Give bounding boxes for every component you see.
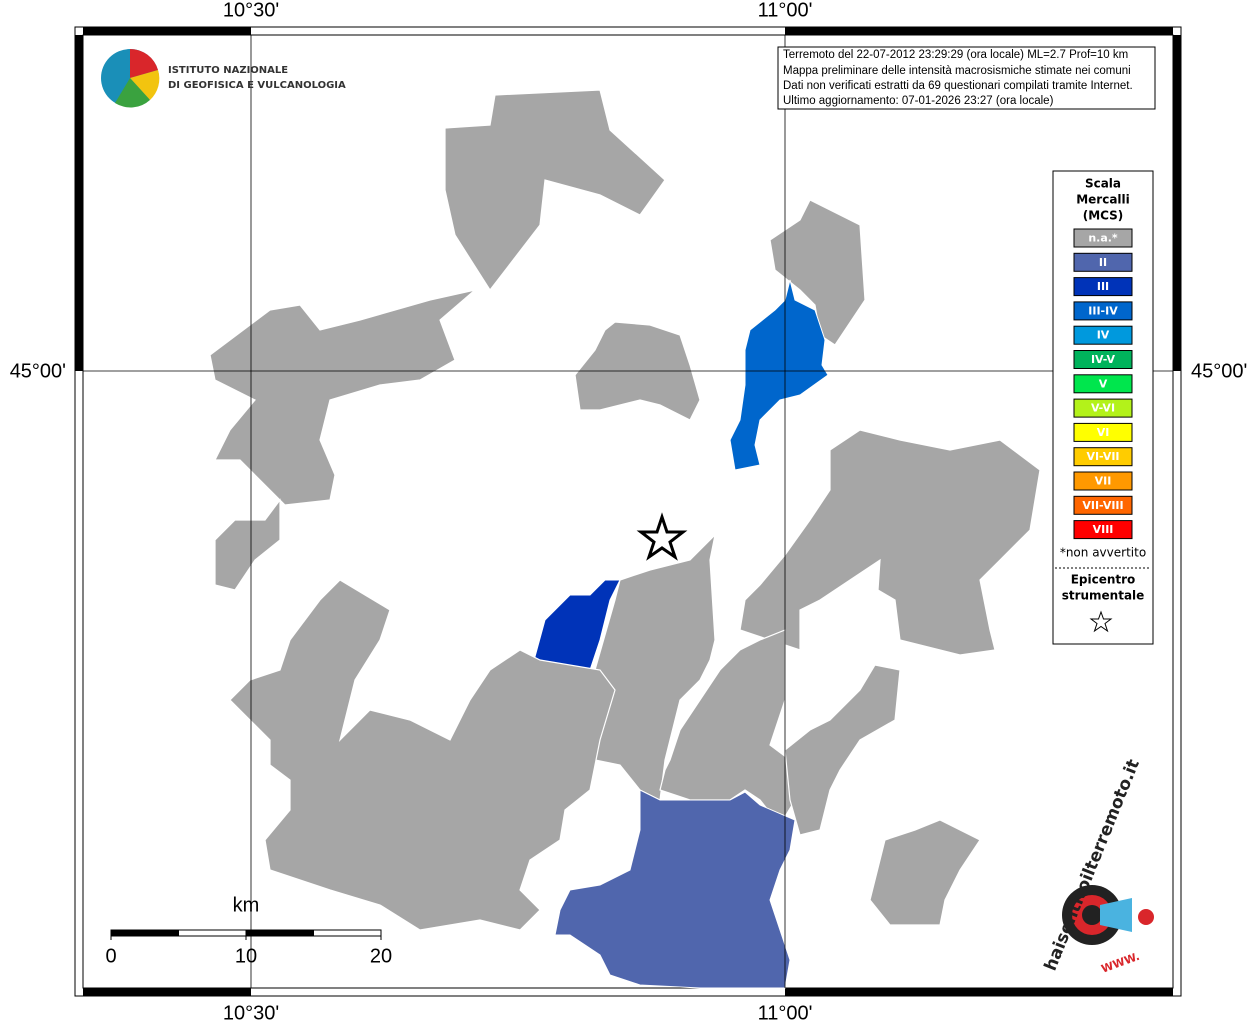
legend-label: VI xyxy=(1097,426,1110,439)
legend-swatch xyxy=(1073,422,1133,442)
longitude-label: 11°00' xyxy=(758,0,813,21)
legend-swatch xyxy=(1073,398,1133,418)
legend-swatch xyxy=(1073,252,1133,272)
logo-text: DI GEOFISICA E VULCANOLOGIA xyxy=(168,80,346,91)
longitude-label: 10°30' xyxy=(223,1002,279,1024)
legend-label: VII xyxy=(1095,475,1112,488)
scale-segment xyxy=(110,929,179,937)
legend-label: IV xyxy=(1097,329,1110,342)
legend-label: VI-VII xyxy=(1086,450,1119,463)
legend-label: II xyxy=(1099,256,1107,269)
legend-swatch xyxy=(1073,277,1133,297)
legend-label: V xyxy=(1099,377,1108,390)
legend-label: VIII xyxy=(1093,523,1114,536)
municipality xyxy=(209,289,476,506)
scale-tick-label: 0 xyxy=(105,945,116,967)
logo-text: ISTITUTO NAZIONALE xyxy=(168,65,288,76)
latitude-label: 45°00' xyxy=(10,360,66,382)
legend-swatch xyxy=(1073,350,1133,369)
info-box xyxy=(777,46,1156,110)
municipality xyxy=(214,498,281,591)
legend-title: Mercalli xyxy=(1076,193,1130,207)
municipality xyxy=(739,429,1041,656)
municipality xyxy=(769,199,866,346)
legend-swatch xyxy=(1073,495,1133,515)
legend-swatch xyxy=(1073,447,1133,467)
scale-segment xyxy=(178,929,247,937)
ingv-logo: ISTITUTO NAZIONALE DI GEOFISICA E VULCAN… xyxy=(101,48,346,108)
scale-segment xyxy=(313,929,382,937)
longitude-label: 11°00' xyxy=(758,1002,813,1024)
municipality xyxy=(729,279,829,471)
legend-note: *non avvertito xyxy=(1060,546,1146,560)
legend-label: V-VI xyxy=(1091,402,1115,415)
legend-label: IV-V xyxy=(1091,353,1116,366)
municipality xyxy=(869,819,981,926)
scale-tick-label: 10 xyxy=(235,945,257,967)
legend-swatch xyxy=(1073,471,1133,491)
info-line: Dati non verificati estratti da 69 quest… xyxy=(783,80,1133,92)
municipality xyxy=(444,89,666,292)
municipality xyxy=(229,579,616,931)
municipality xyxy=(784,664,901,836)
info-line: Ultimo aggiornamento: 07-01-2026 23:27 (… xyxy=(783,95,1054,107)
legend-star xyxy=(1089,610,1113,633)
legend-epicenter: Epicentro xyxy=(1071,573,1136,587)
legend: Scala Mercalli (MCS) *non avvertito Epic… xyxy=(1052,170,1154,645)
longitude-label: 10°30' xyxy=(223,0,279,21)
scale-bar: km 0 10 20 xyxy=(105,894,392,967)
info-line: Terremoto del 22-07-2012 23:29:29 (ora l… xyxy=(783,49,1128,61)
legend-label: III-IV xyxy=(1088,304,1118,317)
map-inner-frame xyxy=(82,34,1174,989)
frame-ticks xyxy=(75,27,1181,996)
legend-title: (MCS) xyxy=(1083,209,1124,223)
municipality xyxy=(554,789,796,989)
legend-title: Scala xyxy=(1085,177,1121,191)
legend-swatch xyxy=(1073,301,1133,321)
legend-swatch xyxy=(1073,325,1133,345)
legend-label: VII-VIII xyxy=(1082,499,1123,512)
legend-label: n.a.* xyxy=(1088,232,1118,245)
epicenter xyxy=(636,512,688,561)
scale-unit: km xyxy=(233,894,260,916)
legend-swatch xyxy=(1073,520,1133,540)
legend-swatch xyxy=(1073,374,1133,394)
scale-tick-label: 20 xyxy=(370,945,392,967)
scale-segment xyxy=(245,929,314,937)
legend-epicenter: strumentale xyxy=(1062,589,1145,603)
info-line: Mappa preliminare delle intensità macros… xyxy=(783,65,1131,77)
legend-swatch xyxy=(1073,228,1133,248)
legend-label: III xyxy=(1097,280,1109,293)
latitude-label: 45°00' xyxy=(1191,360,1247,382)
